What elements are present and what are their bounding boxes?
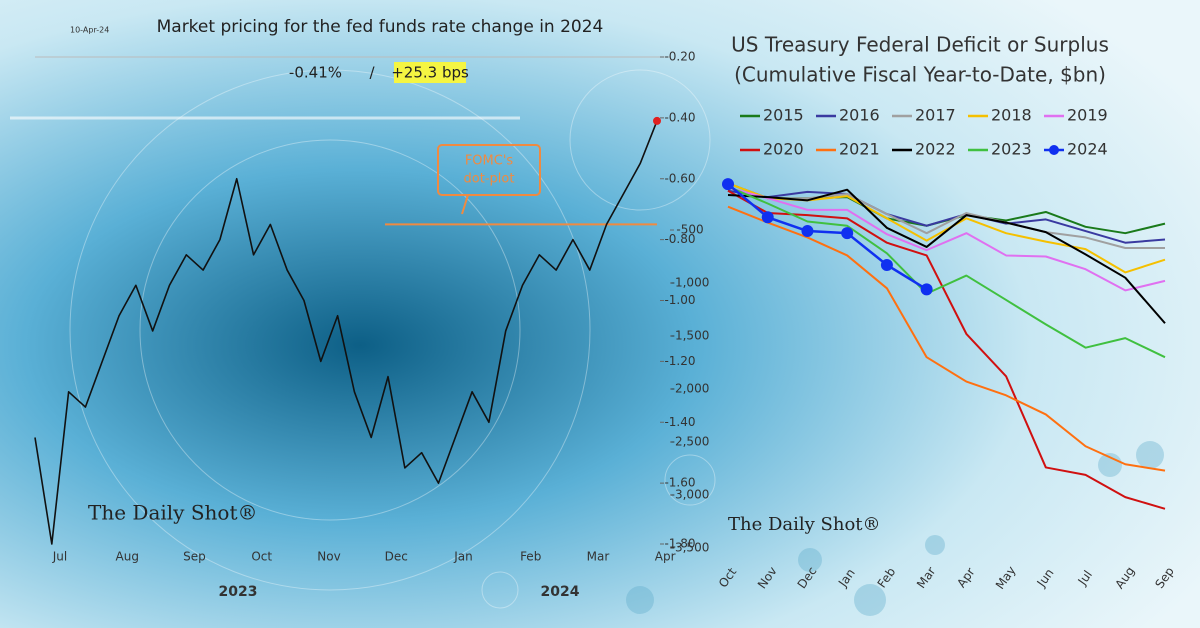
series-line — [727, 183, 928, 291]
annotation-box-text: dot-plot — [464, 172, 515, 187]
x-tick-label: Oct — [251, 550, 272, 564]
annotation: -0.41% — [289, 64, 342, 82]
x-tick-label: Jan — [453, 550, 473, 564]
legend-label: 2023 — [991, 140, 1032, 159]
annotation-box-text: FOMC's — [465, 154, 514, 169]
y-tick-label: -0.60 — [664, 171, 695, 185]
legend-label: 2015 — [763, 106, 804, 125]
series-line — [727, 186, 1166, 292]
date-label: 10-Apr-24 — [70, 26, 109, 35]
legend-label: 2019 — [1067, 106, 1108, 125]
y-tick-label: -0.20 — [664, 50, 695, 64]
y-tick-label: -1,000 — [671, 276, 710, 290]
series-line — [727, 185, 1166, 359]
series-line — [727, 188, 1166, 324]
decoration — [69, 69, 716, 609]
legend-label: 2017 — [915, 106, 956, 125]
series-marker — [801, 225, 814, 238]
series-line — [34, 120, 658, 545]
x-tick-label: Jul — [52, 550, 67, 564]
y-tick-label: -1.80 — [664, 537, 695, 551]
x-group-label: 2023 — [219, 584, 258, 600]
series-line — [727, 182, 1165, 250]
x-tick-label: Mar — [587, 550, 610, 564]
legend-marker — [1049, 145, 1059, 155]
annotation-pointer — [461, 194, 469, 215]
x-tick-label: Apr — [655, 550, 676, 564]
legend-label: 2018 — [991, 106, 1032, 125]
annotation: / — [369, 64, 375, 82]
x-tick-label: Nov — [317, 550, 340, 564]
y-tick-label: -1.60 — [664, 476, 695, 490]
x-tick-label: Dec — [385, 550, 408, 564]
legend-label: 2016 — [839, 106, 880, 125]
y-tick-label: -0.40 — [664, 110, 695, 124]
y-tick-label: -0.80 — [664, 232, 695, 246]
chart-title: Market pricing for the fed funds rate ch… — [157, 17, 604, 37]
series-marker — [761, 211, 774, 224]
chart-subtitle: (Cumulative Fiscal Year-to-Date, $bn) — [734, 63, 1106, 87]
series-marker — [722, 178, 734, 191]
y-tick-label: -2,000 — [671, 382, 710, 396]
series-marker — [841, 227, 854, 240]
y-tick-label: -1.40 — [664, 415, 695, 429]
x-tick-label: Sep — [183, 550, 206, 564]
y-tick-label: -3,500 — [671, 541, 710, 555]
highlight — [394, 62, 466, 83]
x-group-label: 2024 — [541, 584, 580, 600]
legend-label: 2022 — [915, 140, 956, 159]
y-tick-label: -1.00 — [664, 293, 695, 307]
y-tick-label: -1.20 — [664, 354, 695, 368]
annotation: +25.3 bps — [391, 64, 469, 82]
annotation-box — [437, 144, 541, 196]
legend-label: 2020 — [763, 140, 804, 159]
chart-title: US Treasury Federal Deficit or Surplus — [731, 33, 1109, 57]
decoration-dots — [626, 441, 1164, 616]
x-tick-label: Aug — [116, 550, 139, 564]
series-marker — [880, 258, 893, 271]
chart-1: 10-Apr-24 Market pricing for the fed fun… — [10, 17, 696, 600]
source: The Daily Shot® — [728, 514, 881, 535]
source: The Daily Shot® — [88, 501, 257, 525]
series-line — [727, 205, 1166, 472]
y-tick-label: -1,500 — [671, 329, 710, 343]
legend-label: 2024 — [1067, 140, 1108, 159]
y-tick-label: -500 — [676, 223, 703, 237]
series-marker — [920, 283, 933, 296]
legend-label: 2021 — [839, 140, 880, 159]
end-marker — [653, 116, 661, 125]
series-line — [727, 189, 1166, 244]
y-tick-label: -2,500 — [671, 435, 710, 449]
y-tick-label: -3,000 — [671, 488, 710, 502]
series-line — [727, 189, 1166, 510]
x-tick-label: Feb — [520, 550, 541, 564]
